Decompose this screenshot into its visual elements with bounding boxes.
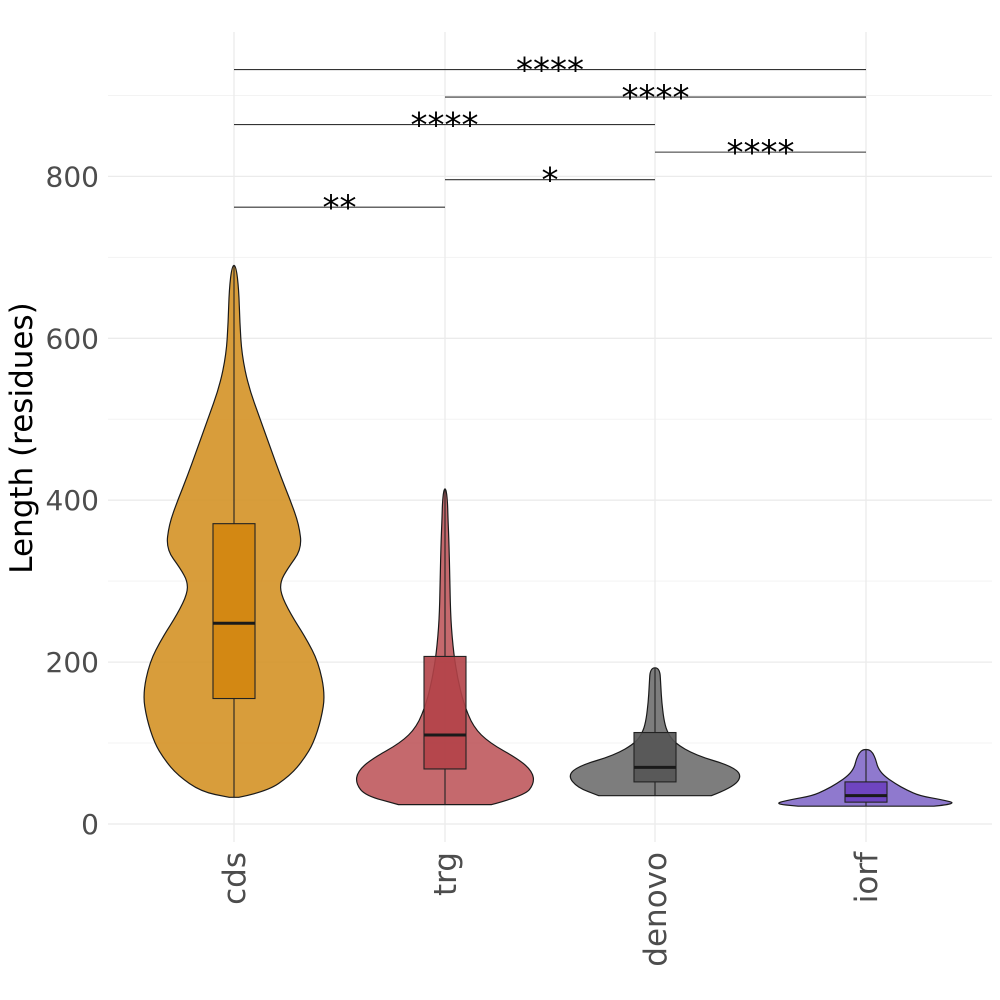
- bracket-cds-denovo: ****: [234, 106, 655, 146]
- significance-label: *: [542, 161, 559, 201]
- bracket-trg-iorf: ****: [445, 78, 866, 118]
- violins: [143, 264, 953, 807]
- y-axis-label: Length (residues): [4, 302, 40, 573]
- violin-iorf: [778, 748, 953, 807]
- bracket-cds-trg: **: [234, 188, 445, 228]
- y-tick-label: 600: [46, 322, 99, 355]
- box-trg: [423, 655, 467, 770]
- violin-group-cds: [143, 264, 325, 798]
- y-tick-label: 0: [81, 808, 99, 841]
- violin-group-trg: [355, 488, 535, 806]
- bracket-denovo-iorf: ****: [655, 133, 866, 173]
- x-tick-label-denovo: denovo: [638, 852, 674, 967]
- x-tick-label-iorf: iorf: [849, 851, 885, 903]
- x-tick-label-cds: cds: [217, 852, 253, 905]
- y-tick-label: 800: [46, 160, 99, 193]
- bracket-trg-denovo: *: [445, 161, 655, 201]
- significance-label: ****: [727, 133, 795, 173]
- axes: 0 200 400 600 800 cds trg denovo iorf: [46, 160, 885, 966]
- significance-label: ****: [516, 51, 584, 91]
- violin-group-iorf: [778, 748, 953, 807]
- significance-label: ****: [622, 78, 690, 118]
- x-tick-label-trg: trg: [428, 852, 464, 896]
- significance-label: ****: [411, 106, 479, 146]
- y-tick-label: 200: [46, 646, 99, 679]
- significance-label: **: [323, 188, 357, 228]
- bracket-cds-iorf: ****: [234, 51, 866, 91]
- box-denovo: [633, 731, 677, 783]
- box-iorf: [844, 781, 888, 803]
- y-tick-label: 400: [46, 484, 99, 517]
- violin-group-denovo: [569, 667, 741, 797]
- significance-brackets: *******************: [234, 51, 866, 228]
- box-cds: [212, 523, 256, 700]
